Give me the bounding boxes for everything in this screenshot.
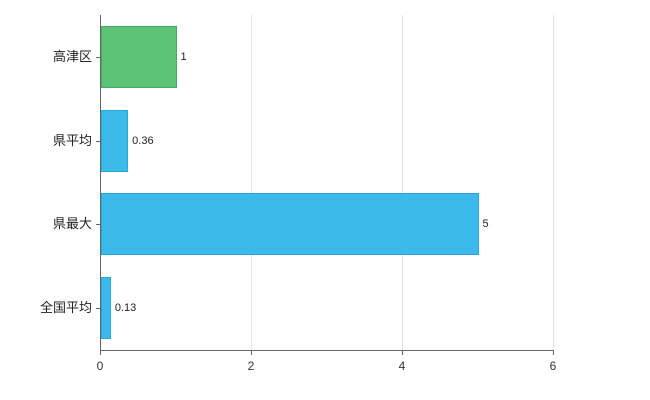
value-label: 1 [180,50,187,63]
category-label: 高津区 [52,48,92,64]
x-axis-tick [251,350,252,355]
y-axis-tick [96,308,100,310]
value-label: 0.13 [114,302,137,315]
x-axis-tick [100,350,101,355]
bar [101,193,479,256]
bar [101,277,111,340]
x-tick-label: 0 [96,359,104,373]
value-label: 0.36 [132,134,154,147]
x-tick-label: 6 [549,359,557,373]
x-gridline [402,15,403,350]
x-axis [100,350,554,351]
category-label: 全国平均 [39,300,92,316]
value-label: 5 [482,218,489,231]
y-axis-tick [96,56,100,58]
bar [101,109,129,172]
x-gridline [251,15,252,350]
x-tick-label: 2 [247,359,255,373]
category-label: 県最大 [52,216,92,232]
x-gridline [553,15,554,350]
x-tick-label: 4 [398,359,406,373]
category-label: 県平均 [52,132,92,148]
y-axis-tick [96,140,100,142]
x-axis-tick [402,350,403,355]
y-axis-tick [96,224,100,226]
y-axis [100,15,101,350]
x-axis-tick [553,350,554,355]
bar [101,25,177,88]
